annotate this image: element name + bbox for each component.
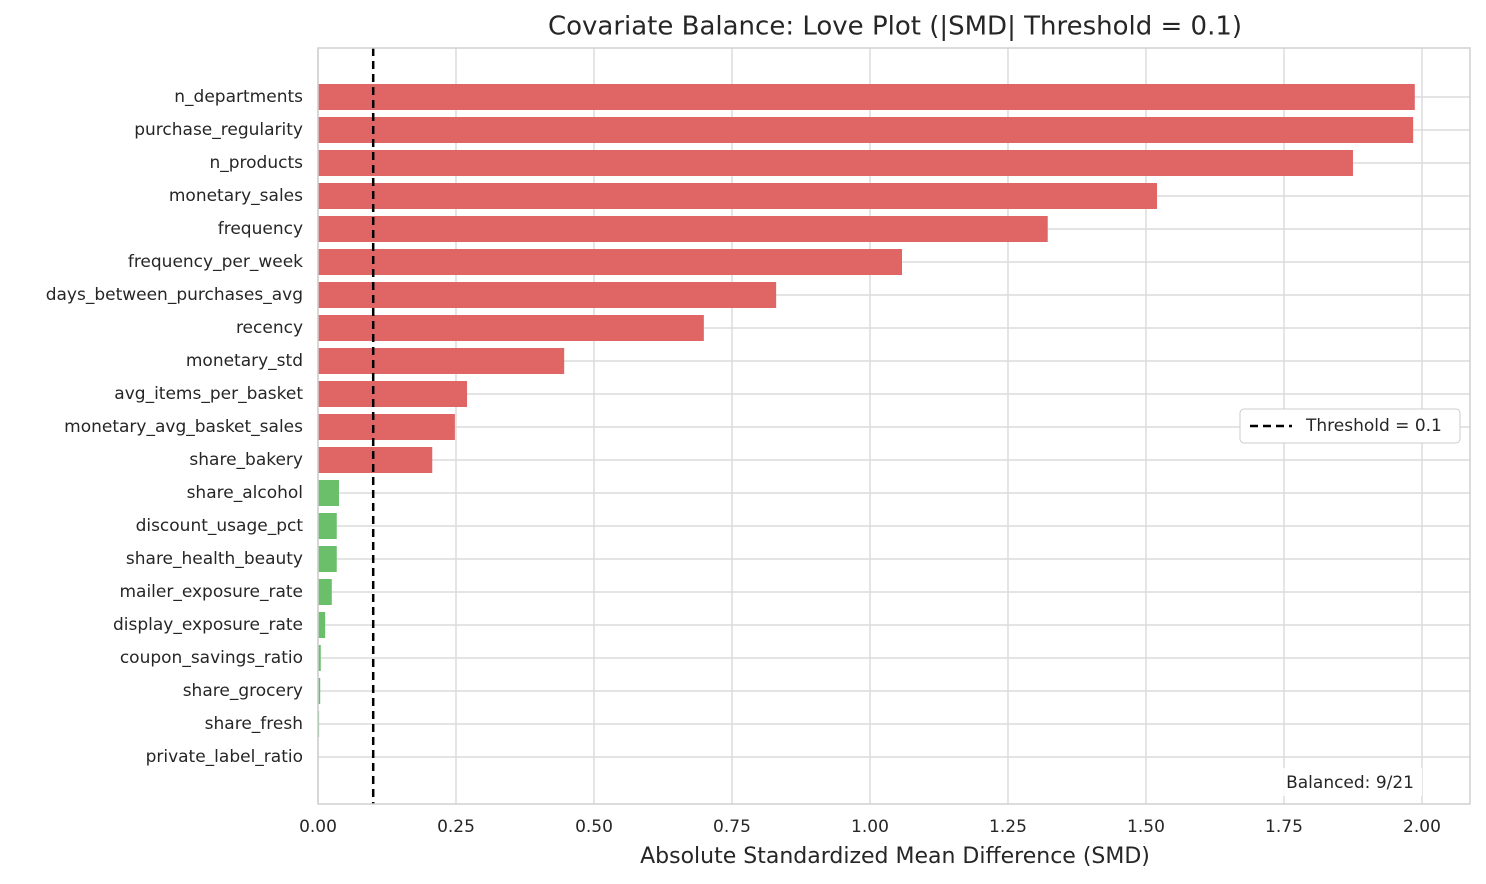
chart-title: Covariate Balance: Love Plot (|SMD| Thre…: [548, 12, 1242, 42]
bar: [318, 579, 332, 605]
bar: [318, 183, 1158, 209]
axes-frame: [317, 47, 1471, 805]
x-tick-label: 0.75: [713, 817, 751, 837]
bar: [318, 546, 337, 572]
x-tick-label: 0.25: [437, 817, 475, 837]
y-tick-label: display_exposure_rate: [113, 615, 303, 635]
bar: [318, 117, 1414, 143]
bar: [318, 249, 903, 275]
y-tick-label: monetary_std: [186, 351, 303, 371]
x-tick-label: 1.25: [989, 817, 1027, 837]
legend-label: Threshold = 0.1: [1305, 416, 1442, 436]
y-tick-label: recency: [236, 318, 303, 338]
bar: [318, 678, 321, 704]
y-tick-label: n_departments: [174, 87, 303, 107]
bar: [318, 612, 326, 638]
y-tick-label: discount_usage_pct: [136, 516, 304, 536]
bar: [318, 282, 777, 308]
y-tick-label: avg_items_per_basket: [114, 384, 303, 404]
bar: [318, 216, 1048, 242]
x-tick-label: 1.00: [851, 817, 889, 837]
bar: [318, 150, 1353, 176]
bar: [318, 84, 1415, 110]
y-tick-label: share_grocery: [183, 681, 303, 701]
y-tick-label: coupon_savings_ratio: [120, 648, 303, 668]
y-tick-label: mailer_exposure_rate: [119, 582, 303, 602]
bar: [318, 480, 339, 506]
bar: [318, 315, 704, 341]
x-tick-label: 1.50: [1127, 817, 1165, 837]
y-tick-label: private_label_ratio: [146, 747, 303, 767]
annotation: Balanced: 9/21: [1286, 773, 1414, 793]
legend-box: [1239, 408, 1461, 444]
y-tick-label: share_bakery: [189, 450, 303, 470]
y-tick-label: share_fresh: [205, 714, 303, 734]
y-tick-label: share_alcohol: [187, 483, 303, 503]
bar: [318, 447, 433, 473]
x-tick-label: 0.00: [299, 817, 337, 837]
x-axis-label: Absolute Standardized Mean Difference (S…: [640, 844, 1150, 869]
legend: Threshold = 0.1: [1239, 408, 1461, 444]
x-tick-label: 1.75: [1265, 817, 1303, 837]
bar: [318, 513, 337, 539]
y-tick-label: days_between_purchases_avg: [46, 285, 303, 305]
bar: [318, 381, 468, 407]
bar: [318, 414, 455, 440]
y-tick-label: purchase_regularity: [134, 120, 303, 140]
x-tick-label: 0.50: [575, 817, 613, 837]
y-tick-label: frequency_per_week: [128, 252, 303, 272]
bar: [318, 645, 321, 671]
x-tick-label: 2.00: [1403, 817, 1441, 837]
y-tick-label: monetary_sales: [169, 186, 303, 206]
y-tick-label: frequency: [218, 219, 303, 239]
y-tick-label: share_health_beauty: [126, 549, 303, 569]
annotation-box: [1266, 768, 1422, 796]
y-tick-label: monetary_avg_basket_sales: [64, 417, 303, 437]
bar: [318, 348, 565, 374]
y-tick-label: n_products: [209, 153, 303, 173]
